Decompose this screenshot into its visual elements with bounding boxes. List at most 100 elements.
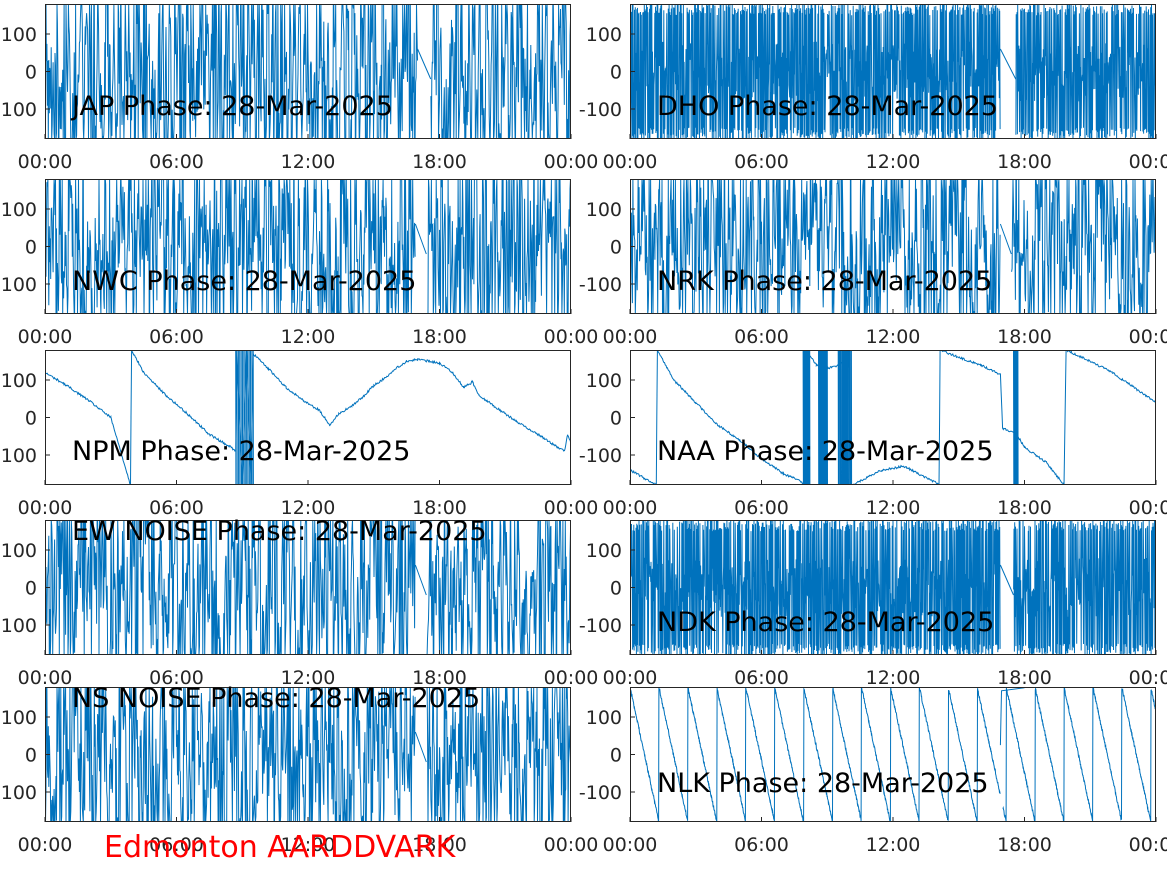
- x-tick-label: 12:00: [866, 834, 921, 856]
- x-tick-label: 06:00: [734, 497, 789, 519]
- x-tick-label: 18:00: [997, 326, 1052, 348]
- y-tick-label: -100: [579, 615, 622, 637]
- x-tick-label: 00:00: [1129, 667, 1167, 689]
- y-tick-label: 0: [610, 62, 622, 84]
- x-tick-label: 12:00: [281, 151, 336, 173]
- phase-plot: 100 0 100 00:00 06:00 12:00 18:00 00:00: [1, 520, 598, 689]
- y-tick-label: 0: [610, 745, 622, 767]
- x-tick-label: 00:00: [18, 834, 73, 856]
- y-tick-label: 0: [25, 745, 37, 767]
- y-tick-label: 0: [25, 578, 37, 600]
- phase-plot: 100 0 -100 00:00 06:00 12:00 18:00 00:00: [579, 350, 1167, 519]
- phase-plot: 100 0 100 00:00 06:00 12:00 18:00 00:00: [1, 687, 598, 856]
- y-tick-label: 100: [1, 707, 37, 729]
- x-tick-label: 06:00: [734, 834, 789, 856]
- x-tick-label: 06:00: [149, 834, 204, 856]
- panel-title: JAP Phase: 28-Mar-2025: [72, 91, 393, 122]
- x-tick-label: 00:00: [603, 834, 658, 856]
- phase-panel: 100 0 -100 00:00 06:00 12:00 18:00 00:00: [579, 4, 1167, 173]
- phase-series-line: [45, 179, 571, 314]
- x-tick-label: 06:00: [734, 667, 789, 689]
- x-tick-label: 00:00: [603, 497, 658, 519]
- x-tick-label: 00:00: [544, 667, 599, 689]
- y-tick-label: 100: [586, 199, 622, 221]
- x-tick-label: 06:00: [734, 151, 789, 173]
- phase-series-line: [45, 4, 571, 139]
- panel-title: DHO Phase: 28-Mar-2025: [657, 91, 998, 122]
- phase-panel: 100 0 -100 00:00 06:00 12:00 18:00 00:00: [579, 350, 1167, 519]
- phase-panel: 100 0 100 00:00 06:00 12:00 18:00 00:00: [1, 4, 598, 173]
- phase-plot: 100 0 -100 00:00 06:00 12:00 18:00 00:00: [579, 520, 1167, 689]
- x-tick-label: 00:00: [544, 151, 599, 173]
- x-tick-label: 12:00: [281, 326, 336, 348]
- x-tick-label: 12:00: [281, 497, 336, 519]
- phase-plot: 100 0 100 00:00 06:00 12:00 18:00 00:00: [1, 4, 598, 173]
- y-tick-label: 100: [1, 782, 37, 804]
- x-tick-label: 12:00: [866, 151, 921, 173]
- x-tick-label: 12:00: [866, 326, 921, 348]
- phase-series-line: [630, 687, 1156, 822]
- phase-panel: 100 0 100 00:00 06:00 12:00 18:00 00:00: [1, 350, 598, 519]
- x-tick-label: 18:00: [997, 151, 1052, 173]
- x-tick-label: 12:00: [281, 834, 336, 856]
- y-tick-label: 100: [1, 615, 37, 637]
- x-tick-label: 06:00: [149, 151, 204, 173]
- phase-series-line: [630, 4, 1156, 139]
- x-tick-label: 00:00: [18, 497, 73, 519]
- y-tick-label: -100: [579, 274, 622, 296]
- y-tick-label: -100: [579, 445, 622, 467]
- x-tick-label: 06:00: [149, 667, 204, 689]
- x-tick-label: 18:00: [412, 834, 467, 856]
- panel-title: NS NOISE Phase: 28-Mar-2025: [72, 683, 481, 714]
- y-tick-label: 0: [610, 578, 622, 600]
- phase-panel: 100 0 100 00:00 06:00 12:00 18:00 00:00: [1, 520, 598, 689]
- phase-series-line: [630, 179, 1156, 314]
- y-tick-label: 100: [1, 199, 37, 221]
- panel-title: NPM Phase: 28-Mar-2025: [72, 436, 411, 467]
- y-tick-label: 0: [25, 62, 37, 84]
- x-tick-label: 18:00: [412, 151, 467, 173]
- x-tick-label: 00:00: [603, 326, 658, 348]
- x-tick-label: 00:00: [18, 151, 73, 173]
- panel-title: EW NOISE Phase: 28-Mar-2025: [72, 516, 487, 547]
- y-tick-label: 100: [586, 540, 622, 562]
- phase-series-line: [45, 350, 571, 485]
- x-tick-label: 00:00: [1129, 834, 1167, 856]
- station-label: Edmonton AARDDVARK: [104, 830, 456, 865]
- x-tick-label: 00:00: [544, 834, 599, 856]
- axes-box: [630, 687, 1156, 822]
- phase-plot: 100 0 -100 00:00 06:00 12:00 18:00 00:00: [579, 687, 1167, 856]
- phase-panel: 100 0 100 00:00 06:00 12:00 18:00 00:00: [1, 687, 598, 856]
- y-tick-label: 0: [610, 237, 622, 259]
- y-tick-label: 100: [1, 370, 37, 392]
- x-tick-label: 18:00: [412, 326, 467, 348]
- x-tick-label: 00:00: [1129, 326, 1167, 348]
- phase-panel: 100 0 -100 00:00 06:00 12:00 18:00 00:00: [579, 687, 1167, 856]
- phase-series-line: [45, 520, 571, 655]
- phase-series-line: [630, 350, 1156, 485]
- y-tick-label: 100: [1, 445, 37, 467]
- y-tick-label: 0: [25, 408, 37, 430]
- x-tick-label: 00:00: [603, 151, 658, 173]
- x-tick-label: 06:00: [149, 326, 204, 348]
- x-tick-label: 12:00: [866, 667, 921, 689]
- x-tick-label: 00:00: [544, 497, 599, 519]
- phase-plot: 100 0 -100 00:00 06:00 12:00 18:00 00:00: [579, 4, 1167, 173]
- panel-title: NAA Phase: 28-Mar-2025: [657, 436, 994, 467]
- panel-title: NRK Phase: 28-Mar-2025: [657, 266, 993, 297]
- phase-series-line: [45, 687, 571, 822]
- x-tick-label: 12:00: [281, 667, 336, 689]
- x-tick-label: 00:00: [1129, 151, 1167, 173]
- x-tick-label: 18:00: [997, 497, 1052, 519]
- x-tick-label: 12:00: [866, 497, 921, 519]
- phase-panel: 100 0 -100 00:00 06:00 12:00 18:00 00:00: [579, 179, 1167, 348]
- x-tick-label: 18:00: [412, 497, 467, 519]
- panel-title: NWC Phase: 28-Mar-2025: [72, 266, 417, 297]
- y-tick-label: 100: [1, 24, 37, 46]
- x-tick-label: 00:00: [1129, 497, 1167, 519]
- x-tick-label: 18:00: [997, 834, 1052, 856]
- y-tick-label: 100: [1, 99, 37, 121]
- phase-plot: 100 0 100 00:00 06:00 12:00 18:00 00:00: [1, 179, 598, 348]
- phase-plot: 100 0 100 00:00 06:00 12:00 18:00 00:00: [1, 350, 598, 519]
